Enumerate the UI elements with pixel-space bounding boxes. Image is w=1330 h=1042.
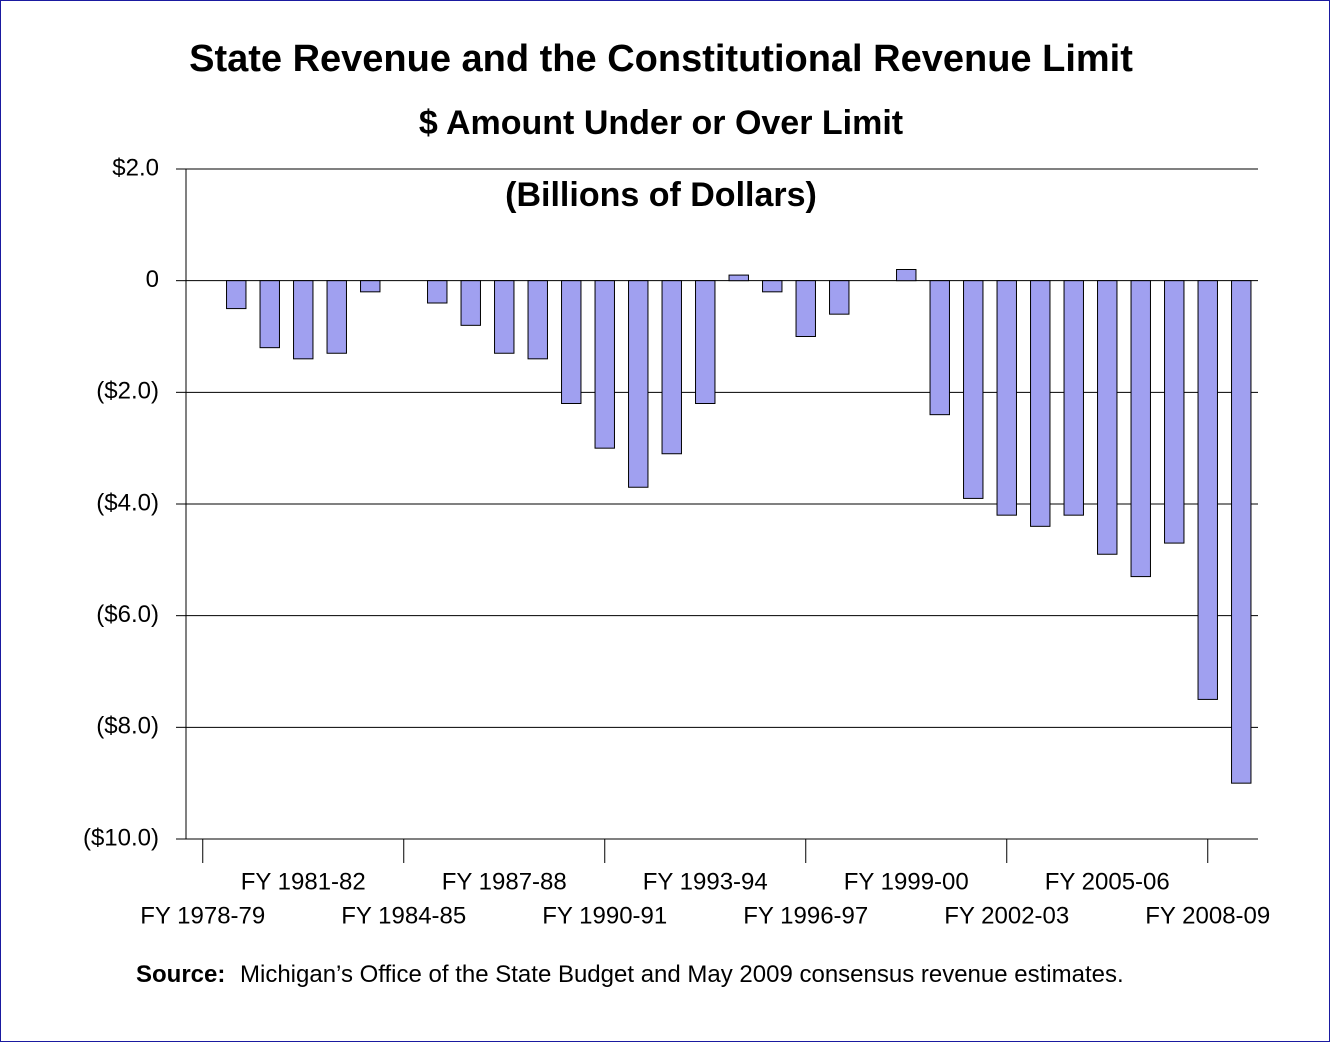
bar: [1231, 280, 1252, 784]
source-label: Source:: [136, 961, 226, 988]
bar: [293, 280, 314, 360]
y-tick-label: ($2.0): [96, 378, 159, 405]
x-tick-label: FY 1984-85: [341, 902, 466, 929]
x-tick-label: FY 1993-94: [643, 868, 768, 895]
x-tick-label: FY 2002-03: [944, 902, 1069, 929]
source-note: Source: Michigan’s Office of the State Bu…: [136, 961, 1329, 989]
bar: [594, 280, 615, 449]
y-tick-label: 0: [146, 266, 159, 293]
bar: [628, 280, 649, 488]
y-tick-label: ($6.0): [96, 601, 159, 628]
y-tick-label: ($4.0): [96, 489, 159, 516]
bar: [494, 280, 515, 354]
bar: [226, 280, 247, 310]
bar: [561, 280, 582, 404]
x-tick-label: FY 1987-88: [442, 868, 567, 895]
chart-title: State Revenue and the Constitutional Rev…: [189, 38, 1133, 80]
bar: [259, 280, 280, 349]
bar: [996, 280, 1017, 516]
y-tick-label: $2.0: [112, 154, 159, 181]
bar: [1197, 280, 1218, 700]
bar: [661, 280, 682, 455]
source-text: Michigan’s Office of the State Budget an…: [240, 961, 1124, 988]
bar: [762, 280, 783, 293]
bar: [1130, 280, 1151, 578]
bar: [1164, 280, 1185, 544]
x-tick-label: FY 1996-97: [743, 902, 868, 929]
bar: [1030, 280, 1051, 527]
y-tick-label: ($8.0): [96, 713, 159, 740]
bar: [829, 280, 850, 315]
x-tick-label: FY 1999-00: [844, 868, 969, 895]
bar: [795, 280, 816, 337]
x-tick-label: FY 1981-82: [241, 868, 366, 895]
bar: [896, 269, 917, 282]
bar: [695, 280, 716, 404]
bar: [1097, 280, 1118, 555]
bar: [1063, 280, 1084, 516]
x-tick-label: FY 1990-91: [542, 902, 667, 929]
x-tick-label: FY 2005-06: [1045, 868, 1170, 895]
bar: [427, 280, 448, 304]
bar: [326, 280, 347, 354]
chart-subtitle: $ Amount Under or Over Limit: [419, 104, 903, 142]
y-tick-label: ($10.0): [83, 824, 159, 851]
bar: [460, 280, 481, 326]
bar: [963, 280, 984, 499]
x-tick-label: FY 2008-09: [1145, 902, 1270, 929]
bar: [728, 274, 749, 282]
bar: [360, 280, 381, 293]
units-label: (Billions of Dollars): [505, 176, 817, 214]
x-tick-label: FY 1978-79: [140, 902, 265, 929]
bar: [929, 280, 950, 416]
bar: [527, 280, 548, 360]
